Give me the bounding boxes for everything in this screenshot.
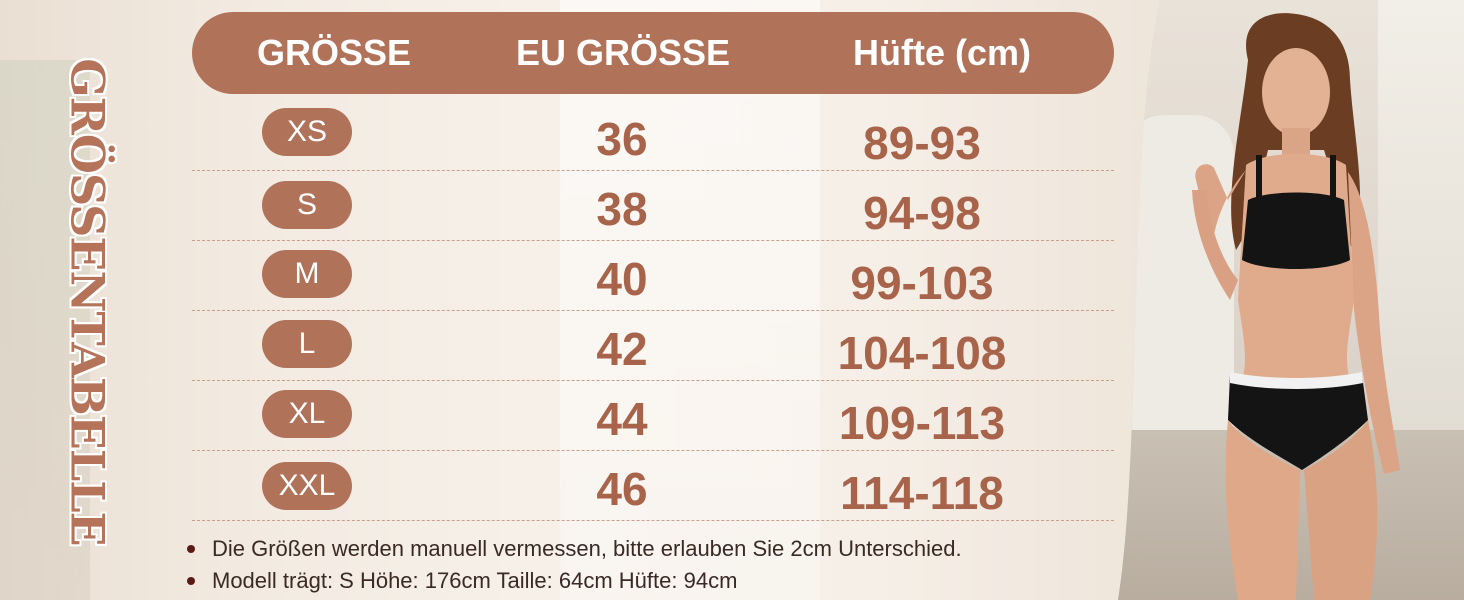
bullet-icon xyxy=(187,577,195,585)
table-row: XS 36 89-93 xyxy=(192,100,1114,171)
eu-size-value: 44 xyxy=(596,393,648,445)
model-figure-icon xyxy=(1118,0,1464,600)
hip-range-value: 114-118 xyxy=(840,467,1004,519)
size-badge: S xyxy=(262,181,352,229)
vertical-title: GRÖSSENTABELLE xyxy=(58,22,118,582)
eu-size-value: 46 xyxy=(596,463,648,515)
hip-range-value: 99-103 xyxy=(850,257,994,309)
background-window xyxy=(560,0,820,600)
notes: Die Größen werden manuell vermessen, bit… xyxy=(186,533,1146,597)
note-item: Die Größen werden manuell vermessen, bit… xyxy=(186,533,1146,565)
hip-range-value: 89-93 xyxy=(863,117,981,169)
size-badge: XL xyxy=(262,390,352,438)
size-badge: L xyxy=(262,320,352,368)
table-header: GRÖSSE EU GRÖSSE Hüfte (cm) xyxy=(192,12,1114,94)
eu-size-value: 36 xyxy=(596,113,648,165)
note-item: Modell trägt: S Höhe: 176cm Taille: 64cm… xyxy=(186,565,1146,597)
eu-size-value: 38 xyxy=(596,183,648,235)
hip-range-value: 94-98 xyxy=(863,187,981,239)
size-badge: XS xyxy=(262,108,352,156)
hip-range-value: 104-108 xyxy=(837,327,1007,379)
note-model: Modell trägt: S Höhe: 176cm Taille: 64cm… xyxy=(212,568,738,593)
table-row: XL 44 109-113 xyxy=(192,380,1114,451)
size-badge: XXL xyxy=(262,462,352,510)
table-row: XXL 46 114-118 xyxy=(192,450,1114,521)
eu-size-value: 40 xyxy=(596,253,648,305)
model-photo xyxy=(1118,0,1464,600)
background-plant xyxy=(0,60,90,600)
table-row: S 38 94-98 xyxy=(192,170,1114,241)
table-row: M 40 99-103 xyxy=(192,240,1114,311)
note-measurement: Die Größen werden manuell vermessen, bit… xyxy=(212,536,962,561)
header-hip: Hüfte (cm) xyxy=(853,32,1031,73)
header-eu-size: EU GRÖSSE xyxy=(515,32,731,73)
hip-range-value: 109-113 xyxy=(838,397,1006,449)
bullet-icon xyxy=(187,545,195,553)
size-badge: M xyxy=(262,250,352,298)
eu-size-value: 42 xyxy=(596,323,648,375)
header-size: GRÖSSE xyxy=(256,32,412,73)
table-row: L 42 104-108 xyxy=(192,310,1114,381)
size-chart-title: GRÖSSENTABELLE xyxy=(61,58,115,546)
